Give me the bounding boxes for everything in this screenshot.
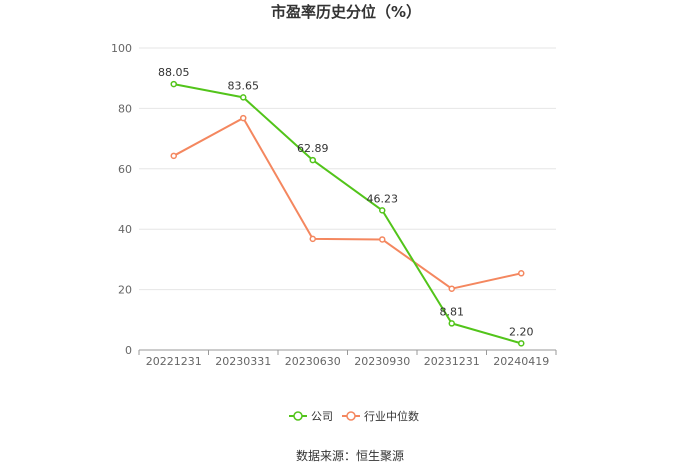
grid-lines — [139, 47, 556, 291]
data-point[interactable] — [518, 340, 525, 347]
data-point[interactable] — [170, 152, 177, 160]
x-tick-label: 20231231 — [424, 355, 480, 368]
data-label: 46.23 — [367, 192, 399, 205]
legend[interactable]: 公司 行业中位数 — [289, 409, 419, 423]
series-line-0 — [173, 83, 522, 345]
y-tick-label: 60 — [118, 163, 132, 176]
x-tick-label: 20221231 — [146, 355, 202, 368]
source-note: 数据来源：恒生聚源 — [296, 448, 404, 463]
data-point[interactable] — [448, 285, 455, 292]
series-line-1 — [173, 117, 522, 290]
legend-item-0[interactable]: 公司 — [289, 410, 333, 423]
data-point[interactable] — [309, 235, 316, 243]
data-point[interactable] — [518, 270, 525, 277]
data-point[interactable] — [309, 156, 316, 164]
series-layer: 88.05 83.65 62.89 46.23 8.81 2.20 — [158, 66, 534, 347]
data-label: 62.89 — [297, 142, 329, 155]
data-label: 2.20 — [509, 325, 534, 338]
data-point[interactable] — [379, 207, 386, 214]
legend-label: 公司 — [311, 410, 333, 423]
x-tick-label: 20230331 — [215, 355, 271, 368]
data-point[interactable] — [240, 114, 247, 122]
data-label: 83.65 — [228, 79, 260, 92]
data-label: 8.81 — [440, 305, 465, 318]
y-tick-label: 40 — [118, 223, 132, 236]
y-tick-label: 20 — [118, 284, 132, 297]
data-point[interactable] — [240, 94, 247, 101]
x-axis: 20221231 20230331 20230630 20230930 20231231… — [138, 349, 557, 368]
data-label: 88.05 — [158, 66, 190, 79]
y-tick-label: 80 — [118, 102, 132, 115]
y-tick-label: 100 — [111, 42, 132, 55]
legend-swatch-marker — [346, 411, 356, 421]
data-point[interactable] — [448, 320, 455, 327]
legend-swatch-marker — [293, 411, 303, 421]
data-point[interactable] — [170, 80, 177, 88]
data-point[interactable] — [379, 236, 386, 243]
legend-label: 行业中位数 — [364, 409, 419, 423]
x-tick-label: 20240419 — [493, 355, 549, 368]
y-axis: 0 20 40 60 80 100 — [111, 42, 132, 357]
x-tick-label: 20230930 — [354, 355, 410, 368]
y-tick-label: 0 — [125, 344, 132, 357]
legend-item-1[interactable]: 行业中位数 — [342, 409, 419, 423]
x-tick-label: 20230630 — [285, 355, 341, 368]
chart-title: 市盈率历史分位（%） — [271, 3, 421, 21]
